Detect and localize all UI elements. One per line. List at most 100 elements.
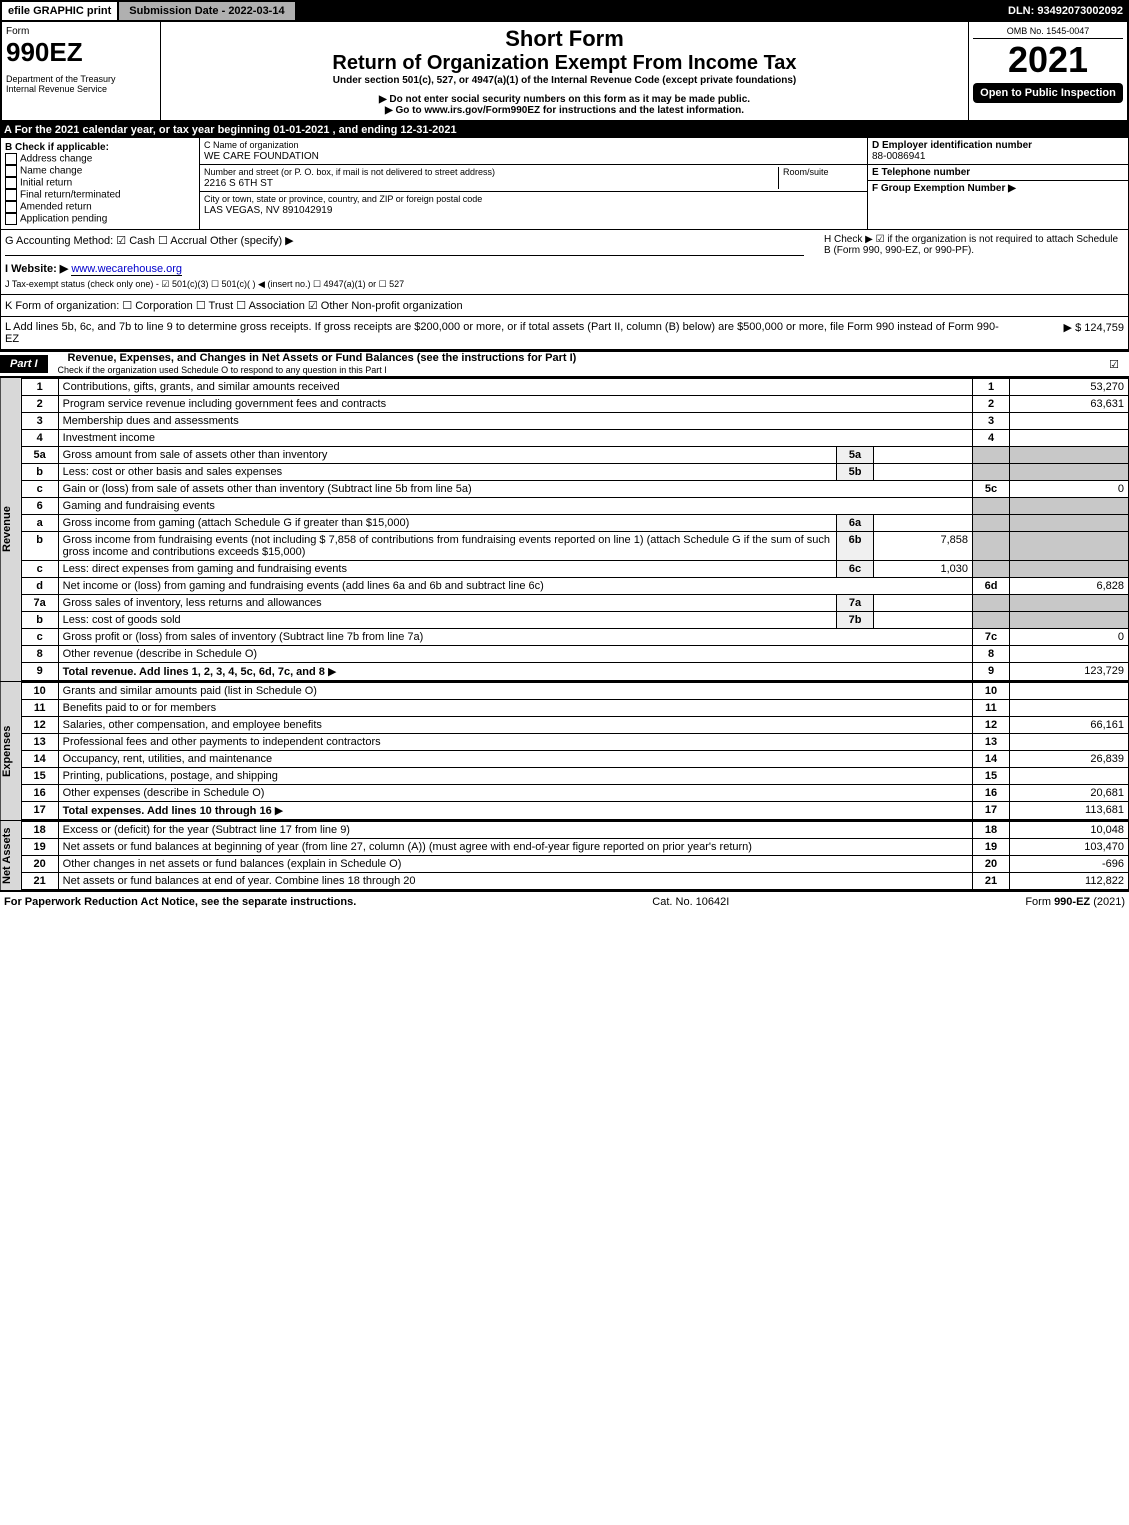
- line-6a-desc: Gross income from gaming (attach Schedul…: [58, 515, 836, 532]
- line-16-val: 20,681: [1010, 785, 1129, 802]
- line-l-val: ▶ $ 124,759: [1004, 321, 1124, 345]
- website-link[interactable]: www.wecarehouse.org: [71, 263, 182, 276]
- opt-final-return: Final return/terminated: [20, 190, 121, 201]
- checkbox-address-change[interactable]: [5, 153, 17, 165]
- net-assets-label: Net Assets: [0, 821, 21, 890]
- c-city-label: City or town, state or province, country…: [204, 194, 482, 204]
- line-6-desc: Gaming and fundraising events: [58, 498, 972, 515]
- line-9-desc: Total revenue. Add lines 1, 2, 3, 4, 5c,…: [63, 666, 325, 678]
- line-10-val: [1010, 683, 1129, 700]
- dept-label: Department of the Treasury Internal Reve…: [6, 74, 156, 94]
- d-label: D Employer identification number: [872, 140, 1032, 151]
- c-addr-label: Number and street (or P. O. box, if mail…: [204, 167, 495, 177]
- line-13-desc: Professional fees and other payments to …: [58, 734, 972, 751]
- line-15-desc: Printing, publications, postage, and shi…: [58, 768, 972, 785]
- line-21-desc: Net assets or fund balances at end of ye…: [58, 873, 972, 890]
- line-21-val: 112,822: [1010, 873, 1129, 890]
- footer-right: Form 990-EZ (2021): [1025, 896, 1125, 908]
- line-a: A For the 2021 calendar year, or tax yea…: [0, 122, 1129, 138]
- line-3-desc: Membership dues and assessments: [58, 413, 972, 430]
- checkbox-final-return[interactable]: [5, 189, 17, 201]
- line-15-val: [1010, 768, 1129, 785]
- goto-link[interactable]: ▶ Go to www.irs.gov/Form990EZ for instru…: [165, 105, 964, 116]
- efile-print[interactable]: efile GRAPHIC print: [0, 0, 119, 22]
- room-label: Room/suite: [783, 167, 829, 177]
- submission-date: Submission Date - 2022-03-14: [119, 0, 296, 22]
- line-7a-sv: [874, 595, 973, 612]
- line-5b-sv: [874, 464, 973, 481]
- expenses-table: 10Grants and similar amounts paid (list …: [21, 682, 1129, 820]
- line-g: G Accounting Method: ☑ Cash ☐ Accrual Ot…: [5, 234, 804, 256]
- dln: DLN: 93492073002092: [1002, 2, 1129, 20]
- line-k: K Form of organization: ☐ Corporation ☐ …: [0, 295, 1129, 317]
- i-label: I Website: ▶: [5, 263, 68, 275]
- e-label: E Telephone number: [872, 167, 970, 178]
- revenue-label: Revenue: [0, 378, 21, 681]
- line-17-val: 113,681: [1010, 802, 1129, 820]
- org-name: WE CARE FOUNDATION: [204, 151, 319, 162]
- line-12-desc: Salaries, other compensation, and employ…: [58, 717, 972, 734]
- ssn-warning: ▶ Do not enter social security numbers o…: [165, 94, 964, 105]
- line-14-val: 26,839: [1010, 751, 1129, 768]
- line-6c-sv: 1,030: [874, 561, 973, 578]
- org-address: 2216 S 6TH ST: [204, 178, 273, 189]
- line-4-desc: Investment income: [58, 430, 972, 447]
- expenses-label: Expenses: [0, 682, 21, 820]
- org-city: LAS VEGAS, NV 891042919: [204, 205, 332, 216]
- opt-name-change: Name change: [20, 166, 82, 177]
- line-l-text: L Add lines 5b, 6c, and 7b to line 9 to …: [5, 321, 1004, 345]
- line-4-val: [1010, 430, 1129, 447]
- line-2-val: 63,631: [1010, 396, 1129, 413]
- short-form-title: Short Form: [165, 26, 964, 52]
- line-16-desc: Other expenses (describe in Schedule O): [58, 785, 972, 802]
- line-5c-val: 0: [1010, 481, 1129, 498]
- b-label: B Check if applicable:: [5, 142, 109, 153]
- checkbox-pending[interactable]: [5, 213, 17, 225]
- footer-left: For Paperwork Reduction Act Notice, see …: [4, 896, 356, 908]
- part1-label: Part I: [0, 355, 48, 373]
- opt-initial-return: Initial return: [20, 178, 72, 189]
- line-20-desc: Other changes in net assets or fund bala…: [58, 856, 972, 873]
- opt-amended: Amended return: [20, 202, 92, 213]
- c-name-label: C Name of organization: [204, 140, 299, 150]
- line-17-desc: Total expenses. Add lines 10 through 16: [63, 805, 272, 817]
- line-1-desc: Contributions, gifts, grants, and simila…: [58, 379, 972, 396]
- revenue-table: 1Contributions, gifts, grants, and simil…: [21, 378, 1129, 681]
- line-5a-sv: [874, 447, 973, 464]
- tax-year: 2021: [973, 39, 1123, 81]
- under-section: Under section 501(c), 527, or 4947(a)(1)…: [165, 75, 964, 86]
- line-11-desc: Benefits paid to or for members: [58, 700, 972, 717]
- line-18-val: 10,048: [1010, 822, 1129, 839]
- part1-title: Revenue, Expenses, and Changes in Net As…: [58, 352, 577, 364]
- line-1-val: 53,270: [1010, 379, 1129, 396]
- line-9-val: 123,729: [1010, 663, 1129, 681]
- ein-value: 88-0086941: [872, 151, 925, 162]
- line-8-desc: Other revenue (describe in Schedule O): [58, 646, 972, 663]
- line-18-desc: Excess or (deficit) for the year (Subtra…: [58, 822, 972, 839]
- page-footer: For Paperwork Reduction Act Notice, see …: [0, 890, 1129, 912]
- line-6d-desc: Net income or (loss) from gaming and fun…: [58, 578, 972, 595]
- line-8-val: [1010, 646, 1129, 663]
- line-5a-desc: Gross amount from sale of assets other t…: [58, 447, 836, 464]
- line-11-val: [1010, 700, 1129, 717]
- line-h: H Check ▶ ☑ if the organization is not r…: [824, 234, 1124, 256]
- opt-address-change: Address change: [20, 154, 92, 165]
- line-3-val: [1010, 413, 1129, 430]
- line-7a-desc: Gross sales of inventory, less returns a…: [58, 595, 836, 612]
- line-7c-val: 0: [1010, 629, 1129, 646]
- line-7b-desc: Less: cost of goods sold: [58, 612, 836, 629]
- line-2-desc: Program service revenue including govern…: [58, 396, 972, 413]
- net-assets-table: 18Excess or (deficit) for the year (Subt…: [21, 821, 1129, 890]
- section-b: B Check if applicable: Address change Na…: [1, 138, 200, 229]
- checkbox-amended[interactable]: [5, 201, 17, 213]
- part1-checkbox[interactable]: ☑: [1099, 358, 1129, 371]
- line-5c-desc: Gain or (loss) from sale of assets other…: [58, 481, 972, 498]
- line-6a-sv: [874, 515, 973, 532]
- line-12-val: 66,161: [1010, 717, 1129, 734]
- checkbox-initial-return[interactable]: [5, 177, 17, 189]
- footer-mid: Cat. No. 10642I: [652, 896, 729, 908]
- checkbox-name-change[interactable]: [5, 165, 17, 177]
- form-number: 990EZ: [6, 37, 156, 68]
- omb-number: OMB No. 1545-0047: [973, 26, 1123, 39]
- line-13-val: [1010, 734, 1129, 751]
